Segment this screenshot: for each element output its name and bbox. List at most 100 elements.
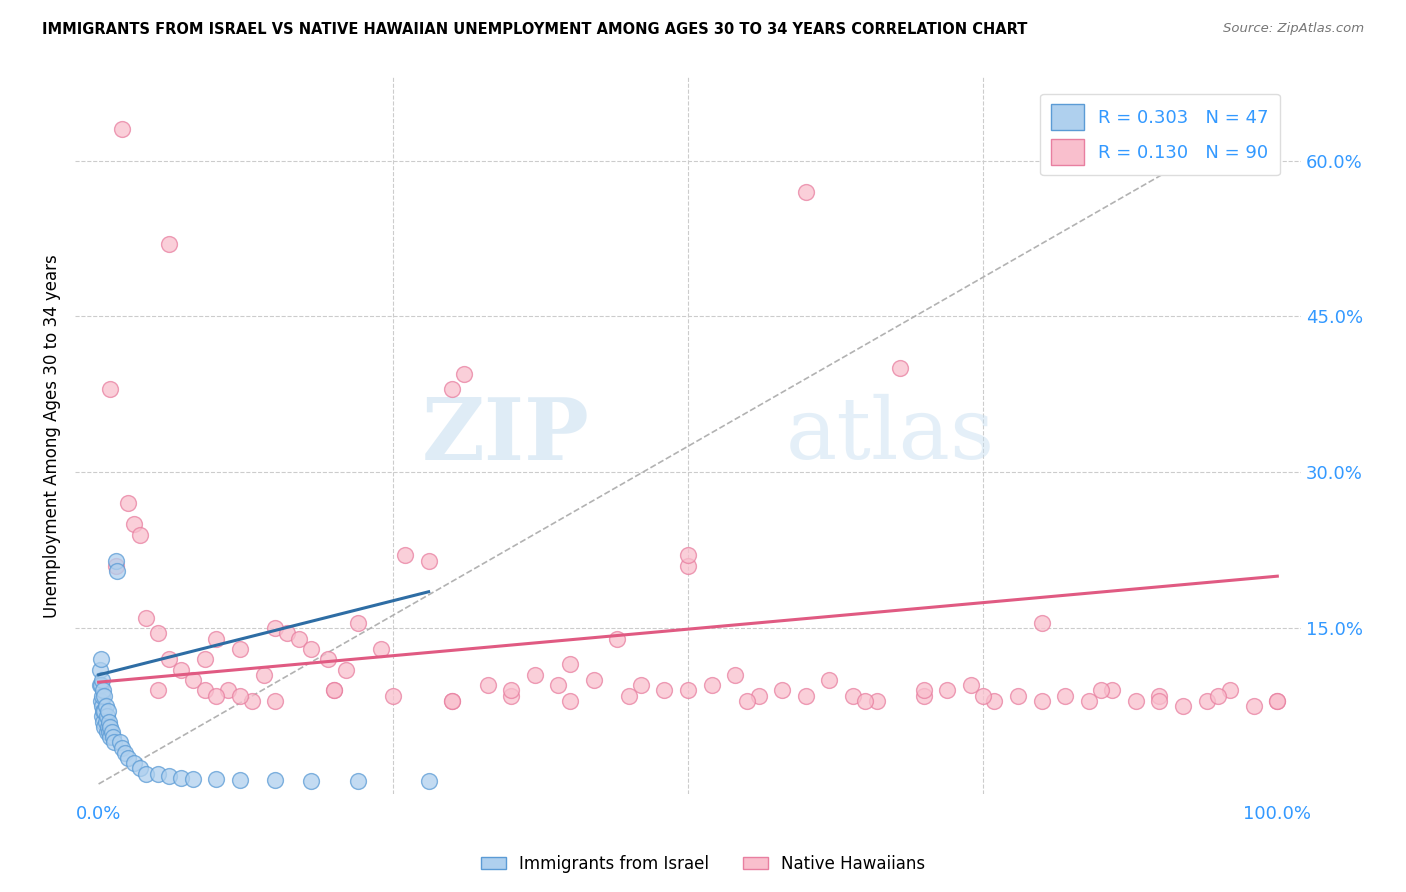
Point — [111, 122, 134, 136]
Point — [299, 641, 322, 656]
Point — [276, 626, 298, 640]
Point — [818, 673, 841, 687]
Point — [108, 735, 131, 749]
Legend: Immigrants from Israel, Native Hawaiians: Immigrants from Israel, Native Hawaiians — [474, 848, 932, 880]
Point — [441, 694, 464, 708]
Point — [794, 689, 817, 703]
Point — [98, 382, 121, 396]
Point — [676, 549, 699, 563]
Point — [523, 668, 546, 682]
Point — [936, 683, 959, 698]
Point — [97, 704, 120, 718]
Point — [229, 772, 252, 787]
Point — [105, 558, 128, 573]
Point — [146, 766, 169, 780]
Point — [146, 626, 169, 640]
Point — [1219, 683, 1241, 698]
Point — [1149, 694, 1171, 708]
Point — [103, 735, 125, 749]
Point — [770, 683, 793, 698]
Point — [128, 527, 150, 541]
Point — [477, 678, 499, 692]
Point — [1265, 694, 1288, 708]
Point — [157, 652, 180, 666]
Point — [114, 746, 136, 760]
Point — [1265, 694, 1288, 708]
Point — [501, 689, 523, 703]
Point — [558, 694, 581, 708]
Point — [94, 699, 117, 714]
Text: atlas: atlas — [786, 394, 995, 477]
Y-axis label: Unemployment Among Ages 30 to 34 years: Unemployment Among Ages 30 to 34 years — [44, 254, 60, 618]
Point — [441, 694, 464, 708]
Point — [606, 632, 628, 646]
Point — [93, 704, 115, 718]
Point — [170, 771, 193, 785]
Point — [240, 694, 263, 708]
Point — [1054, 689, 1077, 703]
Point — [194, 652, 217, 666]
Point — [101, 730, 124, 744]
Point — [1243, 699, 1265, 714]
Text: Source: ZipAtlas.com: Source: ZipAtlas.com — [1223, 22, 1364, 36]
Point — [582, 673, 605, 687]
Point — [194, 683, 217, 698]
Legend: R = 0.303   N = 47, R = 0.130   N = 90: R = 0.303 N = 47, R = 0.130 N = 90 — [1040, 94, 1279, 176]
Point — [501, 683, 523, 698]
Point — [128, 761, 150, 775]
Point — [89, 678, 111, 692]
Point — [107, 564, 129, 578]
Point — [93, 689, 115, 703]
Point — [94, 714, 117, 729]
Point — [912, 689, 935, 703]
Point — [1101, 683, 1123, 698]
Point — [96, 709, 118, 723]
Point — [972, 689, 994, 703]
Point — [724, 668, 747, 682]
Point — [1125, 694, 1147, 708]
Point — [1171, 699, 1194, 714]
Point — [229, 689, 252, 703]
Point — [735, 694, 758, 708]
Point — [205, 632, 228, 646]
Point — [170, 663, 193, 677]
Point — [264, 694, 287, 708]
Point — [323, 683, 346, 698]
Point — [418, 553, 440, 567]
Point — [335, 663, 357, 677]
Point — [264, 621, 287, 635]
Text: IMMIGRANTS FROM ISRAEL VS NATIVE HAWAIIAN UNEMPLOYMENT AMONG AGES 30 TO 34 YEARS: IMMIGRANTS FROM ISRAEL VS NATIVE HAWAIIA… — [42, 22, 1028, 37]
Point — [117, 751, 139, 765]
Point — [441, 382, 464, 396]
Point — [100, 725, 122, 739]
Point — [558, 657, 581, 672]
Point — [299, 773, 322, 788]
Point — [91, 683, 114, 698]
Point — [794, 185, 817, 199]
Point — [676, 683, 699, 698]
Point — [181, 673, 204, 687]
Point — [157, 236, 180, 251]
Point — [1195, 694, 1218, 708]
Point — [117, 496, 139, 510]
Point — [252, 668, 274, 682]
Point — [91, 709, 114, 723]
Point — [146, 683, 169, 698]
Point — [394, 549, 416, 563]
Point — [382, 689, 405, 703]
Point — [91, 704, 114, 718]
Point — [323, 683, 346, 698]
Point — [91, 673, 114, 687]
Point — [98, 714, 121, 729]
Point — [90, 694, 112, 708]
Point — [105, 553, 128, 567]
Point — [630, 678, 652, 692]
Point — [93, 720, 115, 734]
Point — [347, 773, 370, 788]
Point — [111, 740, 134, 755]
Point — [89, 663, 111, 677]
Point — [181, 772, 204, 786]
Point — [98, 725, 121, 739]
Point — [1149, 689, 1171, 703]
Point — [912, 683, 935, 698]
